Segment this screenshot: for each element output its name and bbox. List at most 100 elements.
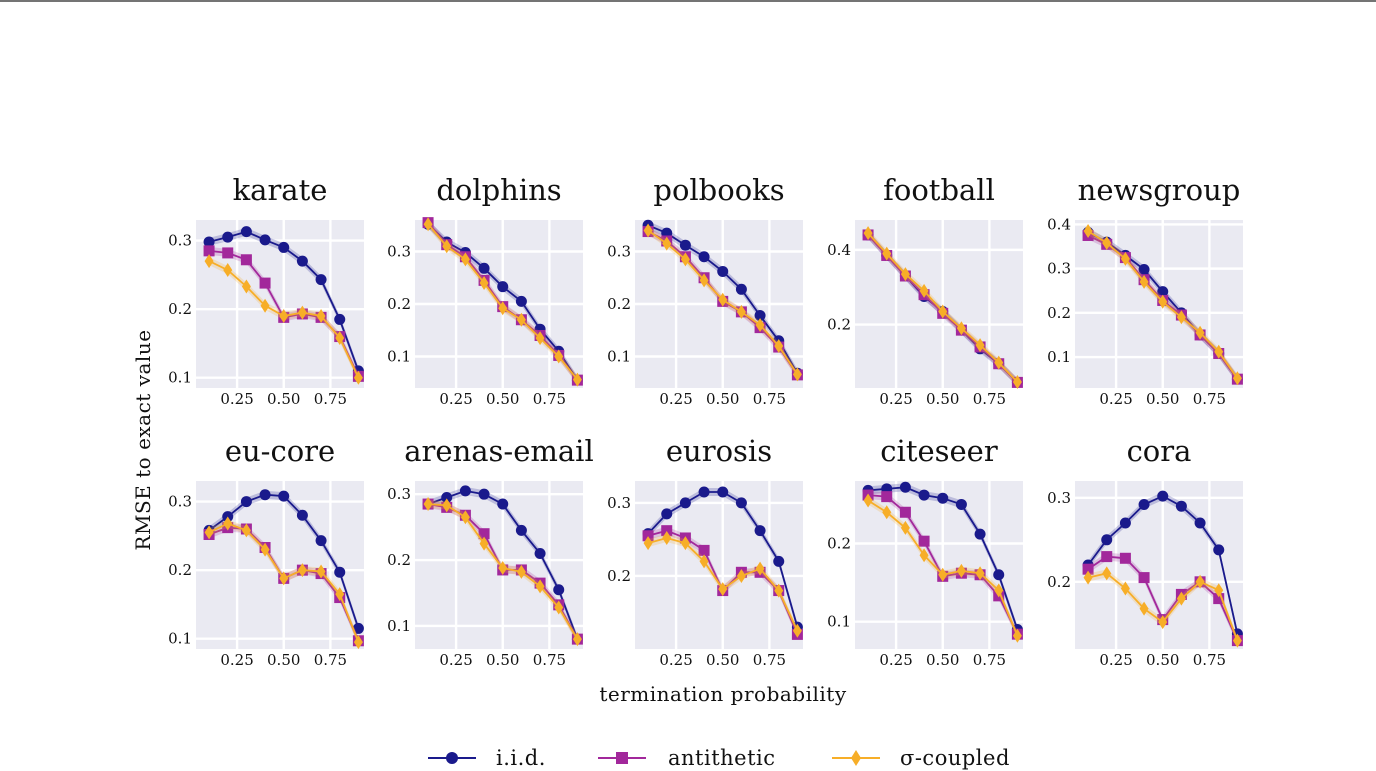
data-point	[773, 555, 785, 567]
panel-dolphins: 0.25 0.50 0.75 0.1 0.2 0.3 dolphins	[387, 173, 583, 408]
data-point	[1120, 251, 1130, 266]
data-point	[315, 535, 327, 547]
legend-sigma-coupled-marker	[851, 750, 861, 766]
data-point	[296, 255, 308, 267]
panel-title: dolphins	[436, 173, 561, 207]
y-tick-label: 0.2	[607, 295, 631, 313]
data-point	[316, 564, 326, 579]
data-point	[661, 525, 673, 537]
y-tick-label: 0.3	[387, 485, 411, 503]
x-tick-label: 0.75	[753, 651, 786, 669]
data-point	[315, 274, 327, 286]
data-point	[718, 582, 728, 597]
data-point	[316, 309, 326, 323]
data-point	[353, 370, 363, 385]
data-point	[278, 241, 290, 253]
data-point	[698, 486, 710, 498]
series-sigma-coupled	[1083, 566, 1242, 648]
data-point	[516, 564, 526, 579]
data-point	[717, 486, 729, 498]
data-point	[642, 530, 654, 542]
data-point	[1194, 517, 1206, 529]
confidence-band	[648, 526, 798, 639]
y-tick-label: 0.2	[168, 300, 192, 318]
data-point	[900, 267, 910, 282]
data-point	[1232, 633, 1242, 648]
data-point	[975, 566, 985, 581]
y-tick-label: 0.2	[827, 535, 851, 553]
series-sigma-coupled	[863, 493, 1022, 643]
confidence-band	[209, 519, 359, 647]
data-point	[1195, 325, 1205, 340]
data-point	[554, 349, 564, 364]
data-point	[1213, 593, 1225, 605]
data-point	[1213, 544, 1225, 556]
data-point	[498, 301, 508, 316]
x-tick-label: 0.25	[659, 390, 692, 408]
data-point	[335, 587, 345, 602]
data-point	[881, 491, 893, 503]
data-point	[993, 569, 1005, 581]
data-point	[479, 536, 489, 551]
x-tick-label: 0.25	[439, 651, 472, 669]
data-point	[1176, 591, 1186, 606]
x-tick-label: 0.25	[659, 651, 692, 669]
data-point	[479, 276, 489, 290]
data-point	[1157, 490, 1169, 502]
y-tick-label: 0.3	[607, 494, 631, 512]
series-sigma-coupled	[863, 226, 1022, 390]
y-tick-label: 0.3	[1047, 489, 1071, 507]
y-tick-label: 0.3	[168, 232, 192, 250]
x-tick-label: 0.50	[926, 651, 959, 669]
data-point	[297, 305, 307, 320]
data-point	[1195, 574, 1205, 589]
panel-arenas-email: 0.25 0.50 0.75 0.1 0.2 0.3 arenas-email	[387, 434, 594, 669]
data-point	[1214, 344, 1224, 359]
data-point	[863, 226, 873, 241]
data-point	[1138, 499, 1150, 511]
data-point	[938, 567, 948, 582]
data-point	[1158, 294, 1168, 309]
data-point	[792, 623, 802, 638]
series-sigma-coupled	[423, 497, 582, 647]
data-point	[515, 524, 527, 536]
data-point	[1214, 583, 1224, 598]
data-point	[662, 236, 672, 251]
data-point	[899, 506, 911, 518]
x-tick-label: 0.50	[706, 651, 739, 669]
data-point	[554, 600, 564, 615]
data-point	[643, 536, 653, 551]
data-point	[204, 525, 214, 540]
x-tick-label: 0.25	[879, 390, 912, 408]
data-point	[679, 497, 691, 509]
series-sigma-coupled	[204, 254, 363, 385]
x-tick-label: 0.75	[533, 390, 566, 408]
data-point	[792, 367, 802, 382]
data-point	[755, 561, 765, 576]
x-tick-label: 0.75	[1193, 651, 1226, 669]
y-tick-label: 0.2	[168, 561, 192, 579]
y-tick-label: 0.2	[387, 551, 411, 569]
panel-title: polbooks	[653, 173, 784, 207]
data-point	[535, 579, 545, 594]
data-point	[442, 239, 452, 254]
data-point	[754, 525, 766, 537]
data-point	[223, 516, 233, 531]
x-tick-label: 0.50	[706, 390, 739, 408]
y-tick-label: 0.2	[827, 316, 851, 334]
data-point	[1083, 570, 1093, 585]
series-sigma-coupled	[423, 217, 582, 387]
data-point	[259, 489, 271, 501]
panel-title: cora	[1127, 434, 1192, 468]
x-tick-label: 0.75	[973, 390, 1006, 408]
x-tick-label: 0.50	[486, 390, 519, 408]
x-tick-label: 0.50	[267, 390, 300, 408]
data-point	[203, 236, 215, 248]
y-tick-label: 0.3	[168, 493, 192, 511]
data-point	[442, 498, 452, 513]
x-tick-label: 0.50	[1146, 390, 1179, 408]
data-point	[699, 554, 709, 569]
panel-eu-core: 0.25 0.50 0.75 0.1 0.2 0.3 eu-core	[168, 434, 364, 669]
x-tick-label: 0.50	[267, 651, 300, 669]
